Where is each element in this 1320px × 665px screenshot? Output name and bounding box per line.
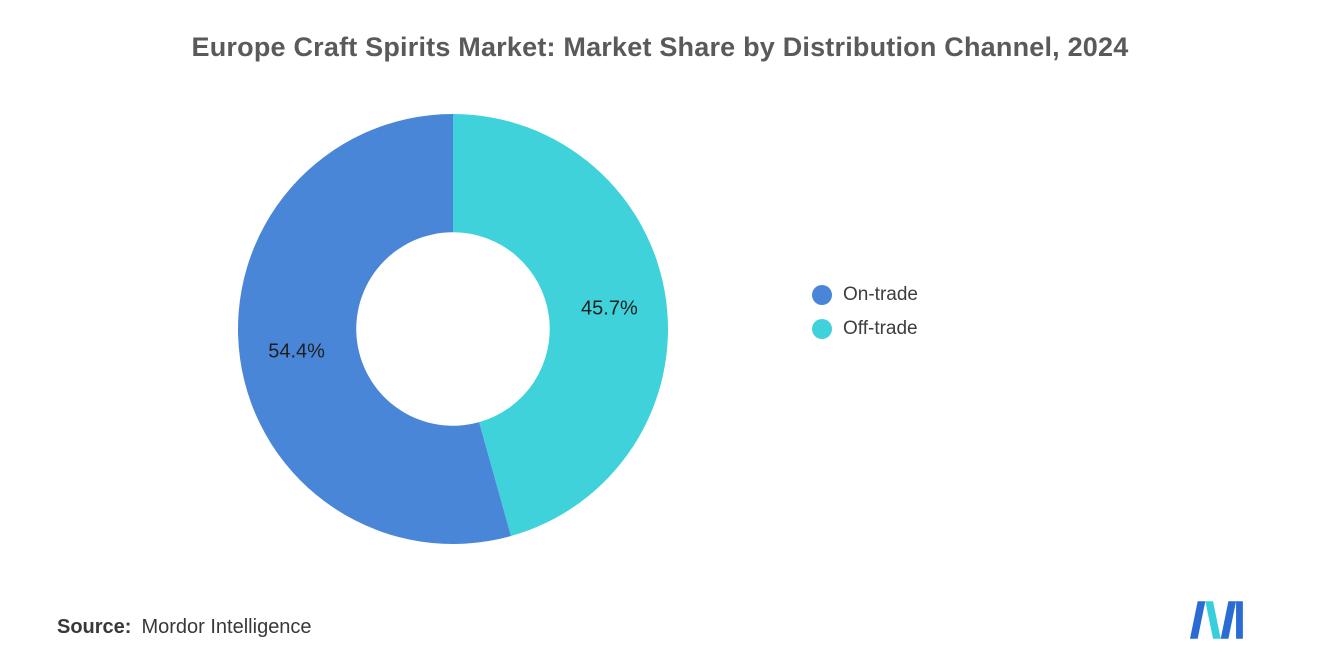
source-prefix: Source: xyxy=(57,616,132,638)
source-text: Mordor Intelligence xyxy=(141,616,312,638)
legend-label-on-trade: On-trade xyxy=(843,284,918,305)
slice-value-label: 54.4% xyxy=(268,340,325,362)
legend-item-on-trade: On-trade xyxy=(812,284,918,306)
chart-title: Europe Craft Spirits Market: Market Shar… xyxy=(191,32,1129,62)
donut-slice-off-trade xyxy=(453,114,668,537)
legend-item-off-trade: Off-trade xyxy=(812,318,918,340)
source-line: Source: Mordor Intelligence xyxy=(57,616,312,639)
logo-stroke-4 xyxy=(1236,601,1243,639)
slice-value-label: 45.7% xyxy=(581,298,638,320)
donut-chart: 45.7% 54.4% xyxy=(237,114,668,544)
logo-stroke-2 xyxy=(1205,601,1221,639)
legend-marker-off-trade xyxy=(812,319,832,339)
mordor-intelligence-logo xyxy=(1190,601,1243,639)
chart-legend: On-trade Off-trade xyxy=(812,284,918,352)
legend-label-off-trade: Off-trade xyxy=(843,318,918,339)
legend-marker-on-trade xyxy=(812,285,832,305)
donut-chart-svg: 45.7% 54.4% xyxy=(237,114,668,544)
logo-stroke-1 xyxy=(1190,601,1206,639)
donut-slice-on-trade xyxy=(237,114,511,544)
logo-stroke-3 xyxy=(1220,601,1237,639)
